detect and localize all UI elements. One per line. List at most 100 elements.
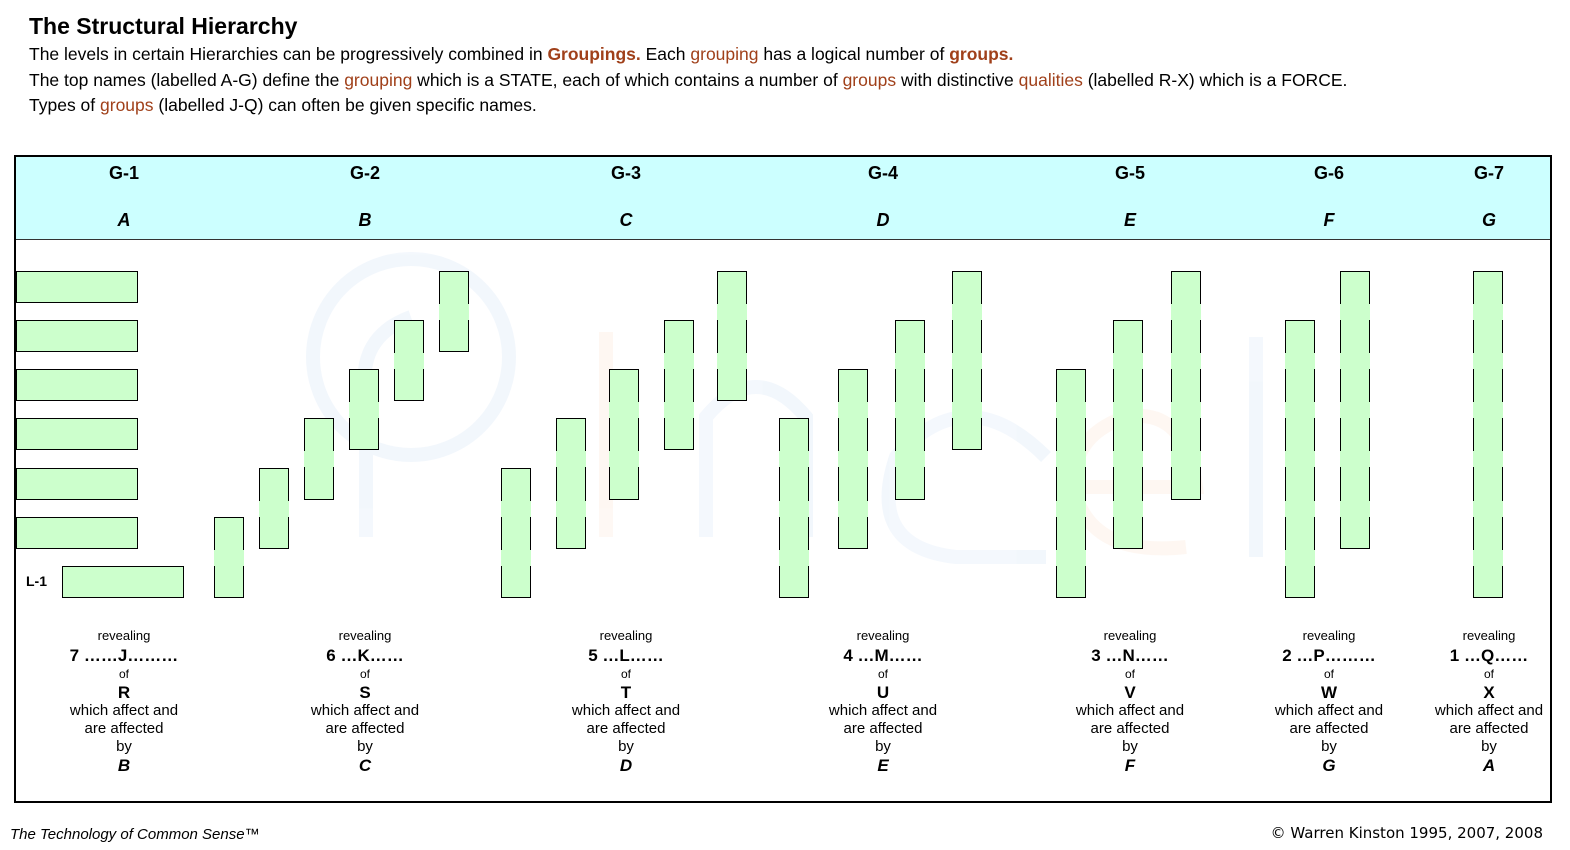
- group-box: [16, 468, 138, 500]
- caption-by: by: [1481, 738, 1497, 755]
- level-boundary-gap: [584, 500, 586, 517]
- level-boundary-gap: [501, 500, 503, 517]
- caption-affect-line-1: which affect and: [69, 702, 179, 719]
- caption-affect-line-1: which affect and: [1274, 702, 1384, 719]
- level-boundary-gap: [1171, 352, 1173, 369]
- caption-force: V: [1124, 683, 1136, 702]
- level-boundary-gap: [1084, 549, 1086, 566]
- level-boundary-gap: [214, 549, 216, 566]
- level-boundary-gap: [1084, 500, 1086, 517]
- group-box: [609, 369, 639, 500]
- caption-force: T: [620, 683, 632, 702]
- level-boundary-gap: [1113, 451, 1115, 467]
- group-box: [16, 369, 138, 401]
- level-boundary-gap: [1340, 401, 1342, 418]
- caption-group-count: 7 ……J………: [69, 646, 179, 665]
- caption-affect-line-2: are affected: [1289, 720, 1369, 737]
- grouping-id-label: G-2: [349, 163, 380, 183]
- grouping-id-label: G-5: [1114, 163, 1145, 183]
- caption-force: R: [117, 683, 131, 702]
- level-boundary-gap: [1285, 352, 1287, 369]
- caption-affect-line-1: which affect and: [1434, 702, 1544, 719]
- group-box: [16, 517, 138, 549]
- intro-line-1: The levels in certain Hierarchies can be…: [29, 44, 1014, 64]
- group-box: [1056, 369, 1086, 598]
- caption-revealing: revealing: [1462, 628, 1516, 643]
- level-boundary-gap: [1084, 401, 1086, 418]
- level-boundary-gap: [1473, 352, 1475, 369]
- level-boundary-gap: [349, 401, 351, 418]
- caption-group-count: 5 …L……: [588, 646, 664, 665]
- level-boundary-gap: [332, 451, 334, 467]
- level-boundary-gap: [609, 451, 611, 467]
- group-box: [952, 271, 982, 450]
- level-boundary-gap: [1501, 303, 1503, 320]
- level-boundary-gap: [1340, 451, 1342, 467]
- level-boundary-gap: [1141, 451, 1143, 467]
- level-boundary-gap: [637, 401, 639, 418]
- level-boundary-gap: [779, 451, 781, 467]
- level-boundary-gap: [1313, 451, 1315, 467]
- level-boundary-gap: [980, 401, 982, 418]
- level-boundary-gap: [1056, 451, 1058, 467]
- caption-affect-line-2: are affected: [586, 720, 666, 737]
- footer-copyright: © Warren Kinston 1995, 2007, 2008: [1270, 824, 1543, 842]
- grouping-state-label: B: [358, 210, 372, 230]
- caption-affect-line-2: are affected: [1449, 720, 1529, 737]
- group-box: [501, 468, 531, 598]
- level-boundary-gap: [1056, 401, 1058, 418]
- caption-affected-by: D: [619, 756, 633, 775]
- group-box: [16, 320, 138, 352]
- level-boundary-gap: [1199, 303, 1201, 320]
- caption-by: by: [1321, 738, 1337, 755]
- group-box: [1340, 271, 1370, 549]
- level-boundary-gap: [556, 500, 558, 517]
- caption-revealing: revealing: [97, 628, 151, 643]
- level-boundary-gap: [807, 549, 809, 566]
- caption-force: W: [1320, 683, 1338, 702]
- caption-force: S: [359, 683, 371, 702]
- level-boundary-gap: [1285, 500, 1287, 517]
- level-boundary-gap: [501, 549, 503, 566]
- caption-revealing: revealing: [1103, 628, 1157, 643]
- level-boundary-gap: [717, 352, 719, 369]
- caption-of: of: [118, 667, 129, 681]
- caption-force: U: [876, 683, 890, 702]
- caption-affected-by: E: [877, 756, 889, 775]
- level-boundary-gap: [1340, 352, 1342, 369]
- level-boundary-gap: [304, 451, 306, 467]
- level-boundary-gap: [664, 352, 666, 369]
- caption-group-count: 6 …K……: [326, 646, 404, 665]
- level-boundary-gap: [1313, 549, 1315, 566]
- group-box: [779, 418, 809, 598]
- grouping-header-band: [16, 157, 1550, 240]
- level-boundary-gap: [1313, 352, 1315, 369]
- caption-by: by: [1122, 738, 1138, 755]
- caption-affect-line-1: which affect and: [1075, 702, 1185, 719]
- group-box: [664, 320, 694, 450]
- grouping-id-label: G-1: [108, 163, 139, 183]
- caption-of: of: [359, 667, 370, 681]
- level-boundary-gap: [1368, 303, 1370, 320]
- grouping-state-label: G: [1481, 210, 1496, 230]
- group-box: [1285, 320, 1315, 598]
- level-boundary-gap: [895, 352, 897, 369]
- group-box: [717, 271, 747, 401]
- level-boundary-gap: [377, 401, 379, 418]
- group-box: [62, 566, 184, 598]
- caption-group-count: 3 …N……: [1091, 646, 1169, 665]
- level-boundary-gap: [1084, 451, 1086, 467]
- level-boundary-gap: [529, 500, 531, 517]
- caption-by: by: [875, 738, 891, 755]
- caption-affect-line-2: are affected: [843, 720, 923, 737]
- caption-revealing: revealing: [856, 628, 910, 643]
- level-boundary-gap: [664, 401, 666, 418]
- level-boundary-gap: [838, 401, 840, 418]
- caption-affected-by: G: [1322, 756, 1336, 775]
- level-boundary-gap: [1113, 401, 1115, 418]
- level-boundary-gap: [394, 352, 396, 369]
- grouping-state-label: F: [1323, 210, 1335, 230]
